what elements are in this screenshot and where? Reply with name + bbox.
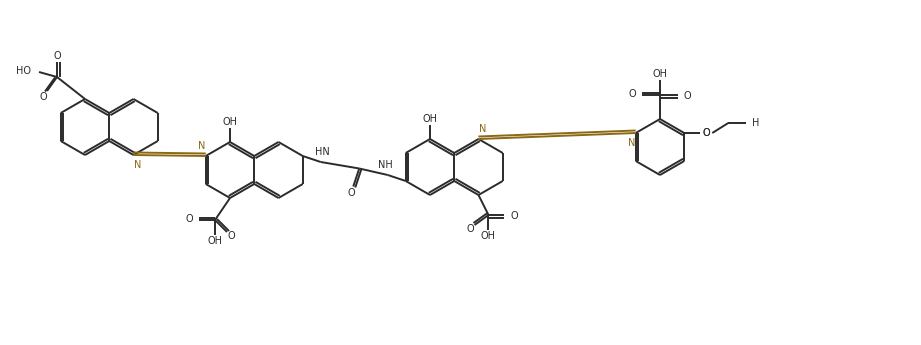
- Text: O: O: [40, 92, 47, 102]
- Text: HN: HN: [315, 147, 330, 157]
- Text: NH: NH: [379, 160, 393, 170]
- Text: O: O: [510, 211, 519, 221]
- Text: O: O: [347, 187, 356, 197]
- Text: N: N: [628, 138, 635, 148]
- Text: O: O: [684, 91, 692, 101]
- Text: OH: OH: [423, 114, 437, 124]
- Text: H: H: [752, 118, 760, 128]
- Text: N: N: [134, 160, 141, 170]
- Text: OH: OH: [652, 69, 668, 79]
- Text: O: O: [227, 231, 235, 241]
- Text: HO: HO: [16, 66, 31, 76]
- Text: O: O: [703, 128, 710, 138]
- Text: O: O: [53, 51, 61, 61]
- Text: OH: OH: [481, 231, 496, 241]
- Text: O: O: [628, 89, 636, 99]
- Text: OH: OH: [223, 117, 238, 127]
- Text: O: O: [703, 128, 710, 138]
- Text: N: N: [198, 141, 205, 151]
- Text: N: N: [479, 124, 486, 134]
- Text: O: O: [467, 224, 474, 234]
- Text: OH: OH: [207, 236, 223, 246]
- Text: O: O: [185, 214, 193, 224]
